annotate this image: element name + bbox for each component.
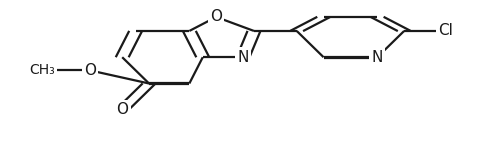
Text: O: O	[116, 102, 128, 117]
Text: O: O	[210, 10, 222, 25]
Text: N: N	[372, 50, 383, 65]
Text: O: O	[84, 63, 96, 78]
Text: CH₃: CH₃	[30, 63, 55, 77]
Text: Cl: Cl	[438, 23, 453, 38]
Text: N: N	[238, 50, 248, 65]
